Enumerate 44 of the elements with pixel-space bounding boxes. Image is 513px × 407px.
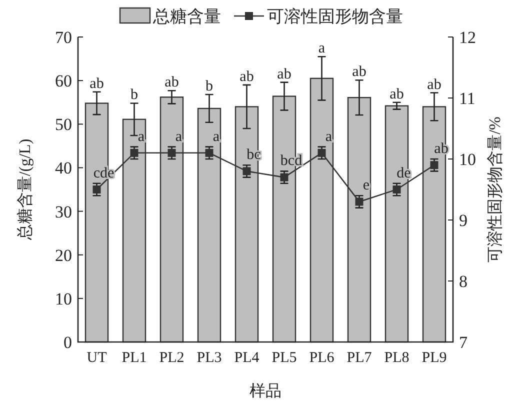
y2-tick-label: 12 xyxy=(459,28,476,47)
x-tick-label: PL3 xyxy=(196,350,222,366)
y-tick-label: 30 xyxy=(55,202,72,222)
x-tick-label: PL4 xyxy=(234,350,260,366)
y-tick-label: 20 xyxy=(55,246,72,265)
x-tick-label: PL8 xyxy=(384,350,410,366)
y-tick-label: 40 xyxy=(55,158,72,178)
y-tick-label: 50 xyxy=(55,115,72,134)
annotation: a xyxy=(325,128,332,145)
annotation: a xyxy=(138,128,145,145)
y2-tick-label: 9 xyxy=(459,211,468,230)
y2-tick-label: 8 xyxy=(459,272,468,291)
annotation: ab xyxy=(90,76,104,92)
annotation: a xyxy=(212,128,220,145)
y-tick-label: 60 xyxy=(55,72,72,91)
x-axis-title: 样品 xyxy=(250,382,282,400)
annotation: a xyxy=(318,40,326,57)
annotation: a xyxy=(175,128,182,145)
annotation: ab xyxy=(390,86,404,102)
annotation: ab xyxy=(427,76,442,93)
x-tick-label: PL6 xyxy=(309,350,335,366)
y-tick-label: 70 xyxy=(55,28,72,47)
annotation: ab xyxy=(164,74,179,91)
x-tick-label: PL9 xyxy=(422,350,447,366)
annotation: b xyxy=(206,78,213,95)
annotation: ab xyxy=(352,64,366,80)
y2-tick-label: 10 xyxy=(459,150,476,169)
y2-tick-label: 7 xyxy=(459,333,468,352)
annotation: e xyxy=(362,178,370,194)
x-tick-label: PL1 xyxy=(122,350,147,366)
y-tick-label: 0 xyxy=(64,333,72,352)
annotation: b xyxy=(130,87,138,104)
annotation: ab xyxy=(240,68,254,85)
x-tick-label: PL7 xyxy=(346,350,372,366)
y-axis-title: 总糖含量/(g/L) xyxy=(16,138,34,242)
x-tick-label: PL5 xyxy=(272,350,297,366)
y2-axis-title: 可溶性固形物含量/% xyxy=(486,116,504,262)
legend-label: 可溶性固形物含量 xyxy=(267,7,403,26)
y-tick-label: 10 xyxy=(55,289,72,308)
legend-label: 总糖含量 xyxy=(152,7,221,26)
x-tick-label: PL2 xyxy=(159,350,184,366)
y2-tick-label: 11 xyxy=(459,89,476,108)
annotation: ab xyxy=(277,66,292,82)
x-tick-label: UT xyxy=(86,350,107,366)
